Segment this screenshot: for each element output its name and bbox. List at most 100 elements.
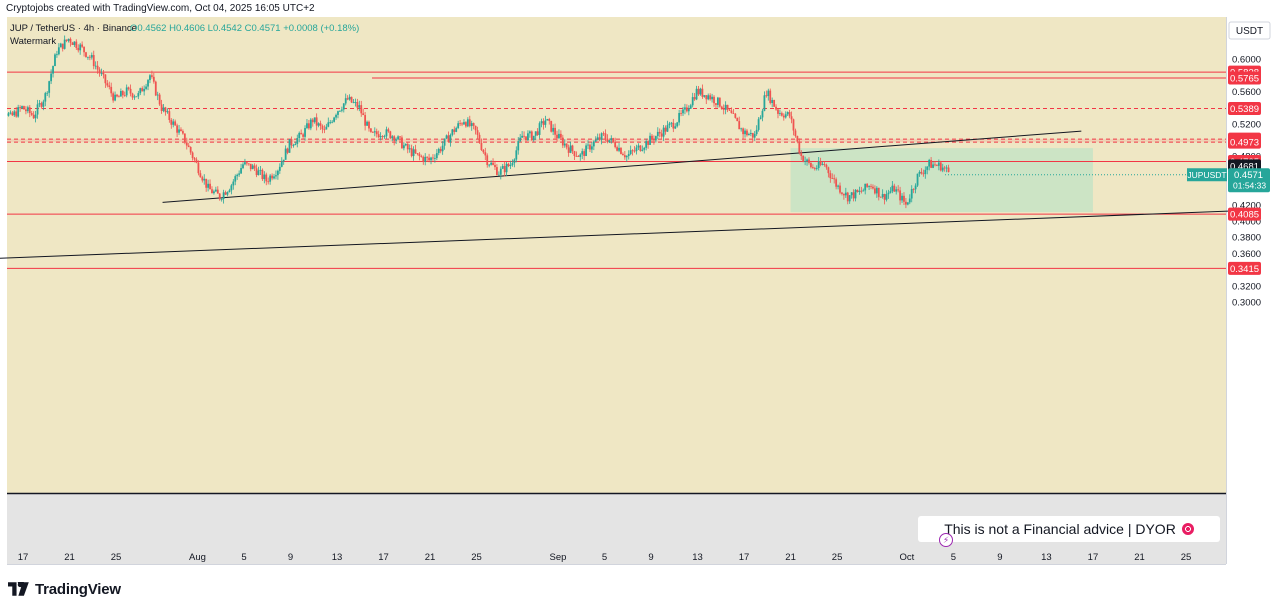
candle[interactable] bbox=[461, 122, 463, 127]
candle[interactable] bbox=[261, 168, 264, 181]
candle[interactable] bbox=[530, 130, 533, 141]
candle[interactable] bbox=[796, 135, 799, 144]
candle[interactable] bbox=[629, 145, 632, 156]
candle[interactable] bbox=[509, 160, 512, 170]
candle[interactable] bbox=[197, 160, 200, 176]
candle[interactable] bbox=[193, 157, 196, 163]
candle[interactable] bbox=[218, 192, 221, 201]
candle[interactable] bbox=[94, 61, 97, 70]
candle[interactable] bbox=[463, 119, 465, 126]
candle[interactable] bbox=[356, 98, 359, 111]
candle[interactable] bbox=[850, 192, 853, 199]
candle[interactable] bbox=[563, 139, 566, 148]
candle[interactable] bbox=[468, 115, 471, 128]
candle[interactable] bbox=[368, 120, 370, 132]
candle[interactable] bbox=[777, 108, 779, 119]
candle[interactable] bbox=[873, 185, 876, 195]
candle[interactable] bbox=[263, 171, 266, 184]
candle[interactable] bbox=[65, 39, 68, 43]
candle[interactable] bbox=[370, 127, 372, 133]
candle[interactable] bbox=[823, 161, 826, 167]
candle[interactable] bbox=[259, 166, 262, 175]
candle[interactable] bbox=[936, 164, 938, 167]
candle[interactable] bbox=[315, 113, 318, 131]
candle[interactable] bbox=[389, 130, 392, 140]
candle[interactable] bbox=[808, 157, 810, 165]
candle[interactable] bbox=[866, 183, 869, 188]
candle[interactable] bbox=[236, 173, 239, 180]
candle[interactable] bbox=[833, 174, 836, 184]
candle[interactable] bbox=[718, 97, 721, 108]
candle[interactable] bbox=[604, 129, 607, 142]
candle[interactable] bbox=[674, 123, 677, 130]
candle[interactable] bbox=[395, 137, 398, 144]
candle[interactable] bbox=[7, 111, 10, 117]
candle[interactable] bbox=[180, 127, 182, 132]
candle[interactable] bbox=[848, 195, 851, 204]
candle[interactable] bbox=[38, 100, 41, 108]
candle[interactable] bbox=[288, 139, 291, 153]
candle[interactable] bbox=[325, 123, 328, 130]
candle[interactable] bbox=[887, 189, 890, 199]
candle[interactable] bbox=[507, 162, 510, 168]
candle[interactable] bbox=[666, 120, 669, 133]
candle[interactable] bbox=[841, 191, 843, 196]
candle[interactable] bbox=[364, 111, 367, 131]
candle[interactable] bbox=[156, 91, 159, 101]
candle[interactable] bbox=[166, 108, 169, 114]
candle[interactable] bbox=[515, 146, 518, 163]
candle[interactable] bbox=[224, 190, 227, 196]
candle[interactable] bbox=[317, 122, 320, 128]
candle[interactable] bbox=[728, 108, 731, 111]
candle[interactable] bbox=[726, 104, 729, 113]
candle[interactable] bbox=[302, 132, 304, 140]
candle[interactable] bbox=[724, 101, 727, 115]
candle[interactable] bbox=[701, 84, 704, 99]
candle[interactable] bbox=[627, 150, 630, 160]
candle[interactable] bbox=[678, 109, 681, 126]
candle[interactable] bbox=[333, 116, 336, 123]
candle[interactable] bbox=[381, 135, 384, 140]
candle[interactable] bbox=[916, 173, 919, 188]
candle[interactable] bbox=[821, 161, 824, 166]
candle[interactable] bbox=[437, 147, 440, 156]
candle[interactable] bbox=[176, 123, 178, 138]
candle[interactable] bbox=[779, 109, 781, 116]
candle[interactable] bbox=[732, 108, 735, 114]
candle[interactable] bbox=[273, 173, 275, 180]
candle[interactable] bbox=[377, 130, 380, 138]
candle[interactable] bbox=[618, 143, 620, 153]
candle[interactable] bbox=[265, 172, 268, 186]
candle[interactable] bbox=[881, 189, 884, 199]
candle[interactable] bbox=[622, 152, 624, 156]
candle[interactable] bbox=[98, 67, 101, 77]
candle[interactable] bbox=[63, 35, 66, 50]
candle[interactable] bbox=[143, 85, 146, 96]
candle[interactable] bbox=[81, 41, 84, 49]
candle[interactable] bbox=[85, 51, 87, 58]
candle[interactable] bbox=[249, 163, 252, 172]
candle[interactable] bbox=[13, 109, 16, 117]
candle[interactable] bbox=[488, 163, 491, 168]
candle[interactable] bbox=[226, 191, 229, 197]
candle[interactable] bbox=[306, 118, 308, 130]
candle[interactable] bbox=[612, 137, 615, 144]
candle[interactable] bbox=[397, 135, 399, 141]
candle[interactable] bbox=[583, 148, 586, 161]
candle[interactable] bbox=[145, 83, 147, 91]
candle[interactable] bbox=[280, 157, 283, 168]
candle[interactable] bbox=[573, 150, 576, 160]
candle[interactable] bbox=[61, 43, 64, 52]
candle[interactable] bbox=[230, 183, 233, 195]
candle[interactable] bbox=[414, 144, 417, 155]
candle[interactable] bbox=[253, 163, 256, 172]
candle[interactable] bbox=[647, 140, 650, 149]
candle[interactable] bbox=[517, 137, 520, 155]
candle[interactable] bbox=[924, 166, 927, 179]
candle[interactable] bbox=[788, 109, 791, 119]
candle[interactable] bbox=[232, 179, 235, 190]
candle[interactable] bbox=[182, 129, 184, 135]
candle[interactable] bbox=[856, 189, 859, 193]
candle[interactable] bbox=[556, 130, 558, 142]
candle[interactable] bbox=[918, 170, 921, 177]
